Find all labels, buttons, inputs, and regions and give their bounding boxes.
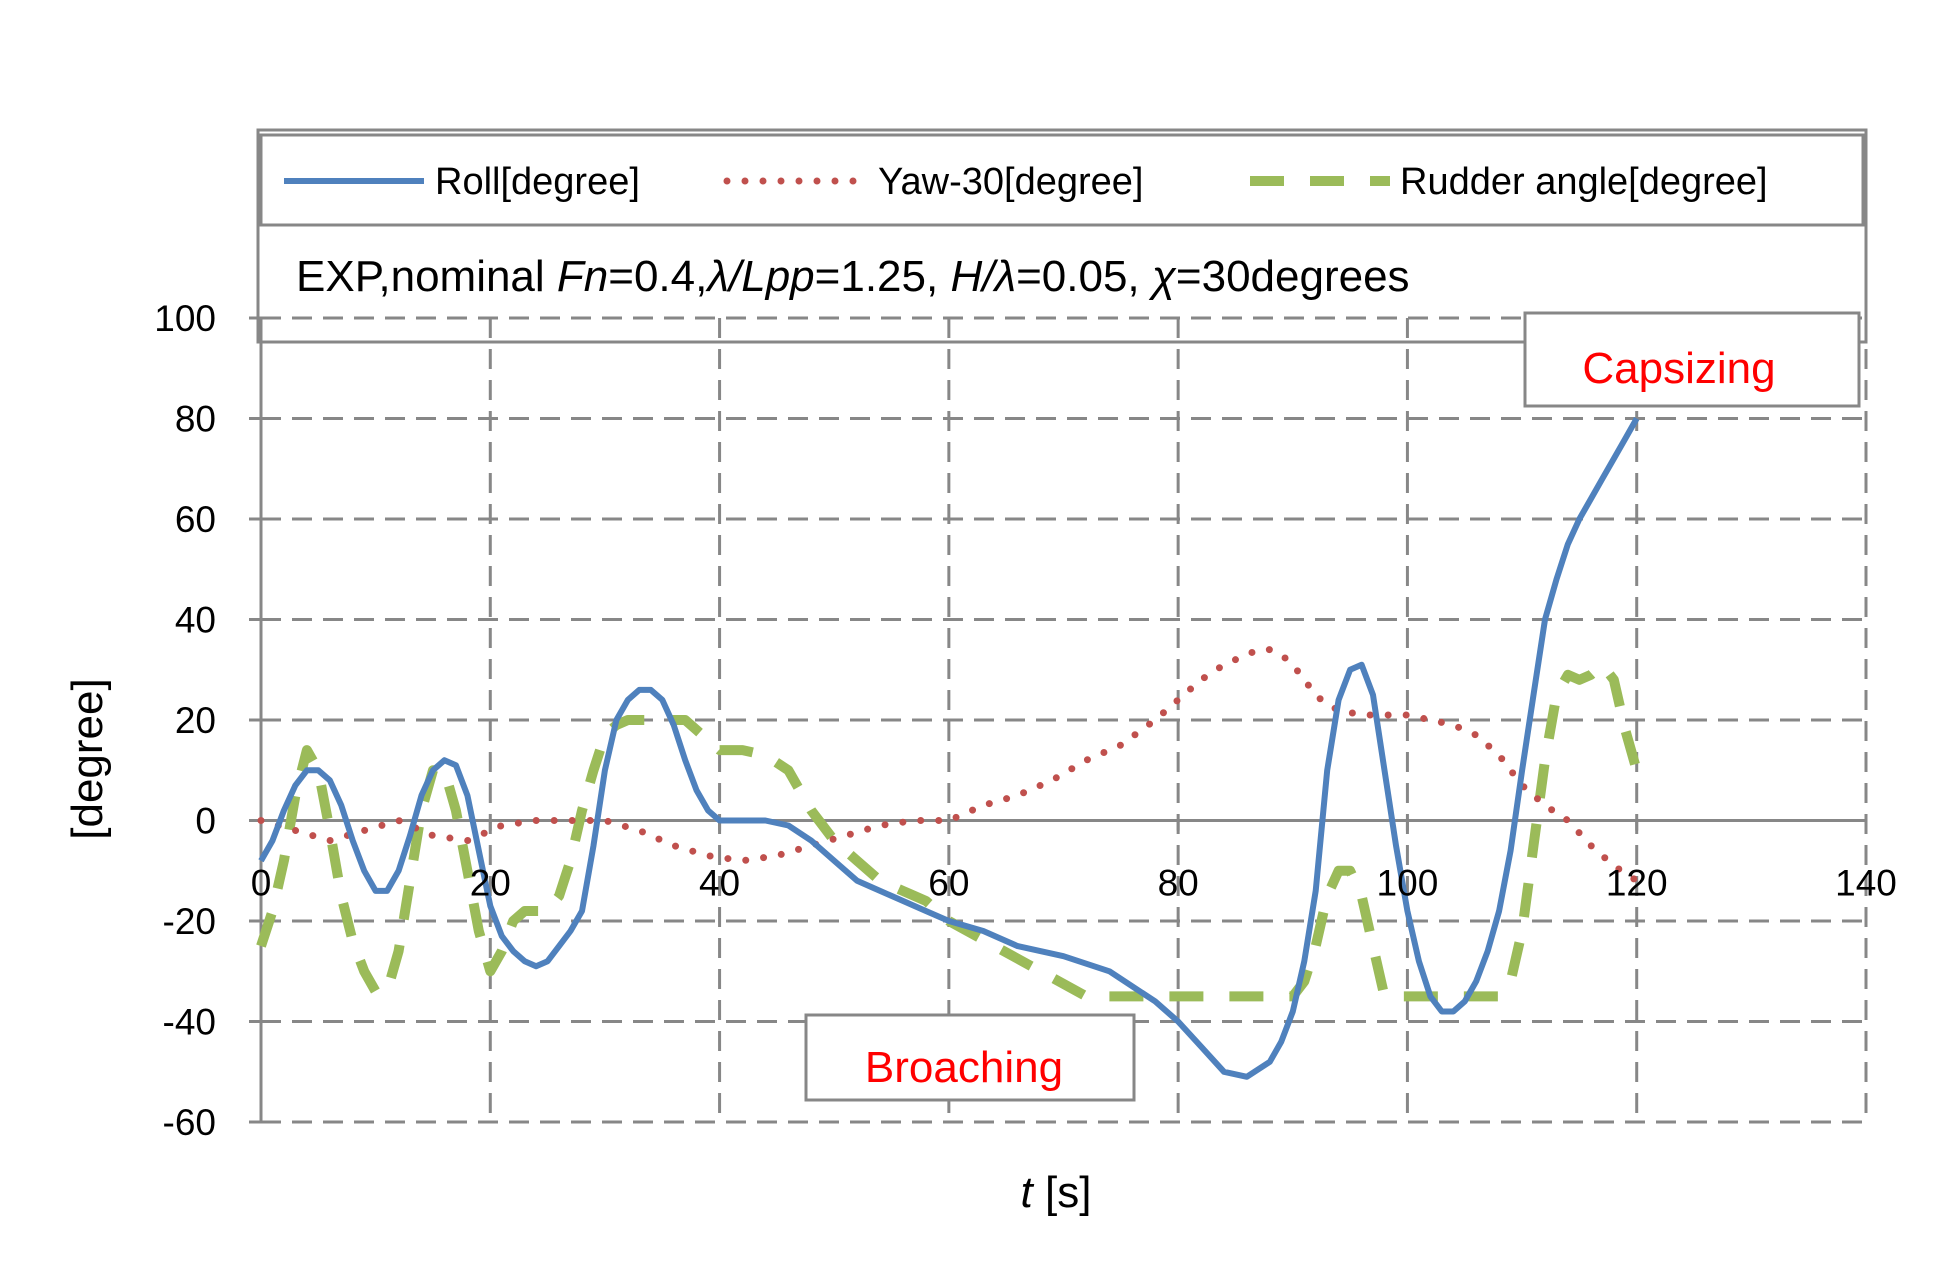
y-tick-label--40: -40	[163, 1002, 216, 1043]
x-tick-label-60: 60	[928, 863, 969, 904]
x-tick-label-100: 100	[1377, 863, 1439, 904]
legend-box	[259, 133, 1865, 227]
legend-label-rudder: Rudder angle[degree]	[1400, 161, 1768, 203]
y-tick-label--60: -60	[163, 1102, 216, 1143]
subtitle-part-2: =0.4,	[608, 252, 707, 301]
x-tick-label-140: 140	[1835, 863, 1897, 904]
subtitle-part-0: EXP,nominal	[296, 252, 557, 301]
x-tick-label-80: 80	[1158, 863, 1199, 904]
legend-label-yaw: Yaw-30[degree]	[878, 161, 1143, 203]
y-tick-label-80: 80	[175, 399, 216, 440]
y-tick-label-0: 0	[195, 801, 216, 842]
capsizing-box	[1523, 311, 1861, 408]
x-tick-label-120: 120	[1606, 863, 1668, 904]
y-tick-label-40: 40	[175, 600, 216, 641]
y-tick-label--20: -20	[163, 901, 216, 942]
y-tick-label-60: 60	[175, 499, 216, 540]
legend-label-roll: Roll[degree]	[435, 161, 640, 203]
capsizing-label: Capsizing	[1582, 344, 1775, 393]
y-tick-label-100: 100	[154, 298, 216, 339]
grid	[261, 316, 1868, 1124]
chart-subtitle: EXP,nominal Fn=0.4,λ/Lpp=1.25, H/λ=0.05,…	[296, 252, 1410, 301]
x-tick-label-40: 40	[699, 863, 740, 904]
series-layer	[256, 417, 1642, 1080]
y-axis-title: [degree]	[63, 678, 112, 839]
tick-labels: -60 -40 -20 0 20 40 60 80 100 0 20 40 60 80 100 120 140	[154, 298, 1897, 1143]
x-tick-label-0: 0	[251, 863, 272, 904]
subtitle-part-8: =30degrees	[1176, 252, 1410, 301]
subtitle-part-5: H/λ	[950, 252, 1016, 301]
broaching-box	[804, 1013, 1136, 1102]
annotations: Capsizing Broaching	[804, 311, 1861, 1102]
axes	[249, 316, 1868, 1124]
broaching-label: Broaching	[865, 1043, 1063, 1092]
x-axis-title-unit: [s]	[1033, 1168, 1092, 1217]
series-line-dotted	[257, 646, 1641, 885]
subtitle-part-1: Fn	[557, 252, 608, 301]
series-line-solid	[258, 417, 1640, 1080]
subtitle-part-3: λ/Lpp	[705, 252, 814, 301]
x-axis-title-symbol: t	[1021, 1168, 1035, 1217]
chart-outer-border	[256, 128, 1868, 344]
legend: Roll[degree] Yaw-30[degree] Rudder angle…	[259, 133, 1865, 227]
subtitle-part-6: =0.05,	[1016, 252, 1152, 301]
subtitle-part-4: =1.25,	[815, 252, 951, 301]
x-tick-label-20: 20	[470, 863, 511, 904]
y-tick-label-20: 20	[175, 700, 216, 741]
subtitle-part-7: χ	[1148, 252, 1177, 301]
x-axis-title: t [s]	[1021, 1168, 1092, 1217]
